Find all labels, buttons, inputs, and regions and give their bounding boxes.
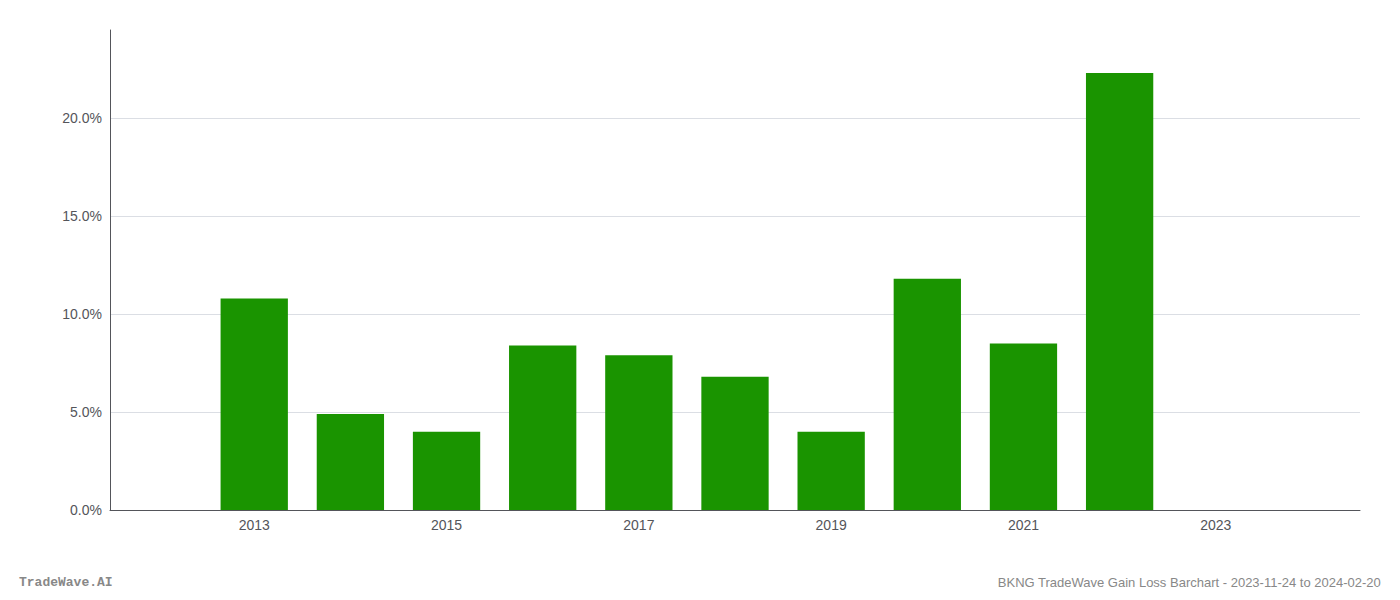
svg-text:2017: 2017 xyxy=(623,517,654,533)
svg-text:2015: 2015 xyxy=(431,517,462,533)
svg-text:2023: 2023 xyxy=(1200,517,1231,533)
svg-text:0.0%: 0.0% xyxy=(70,502,102,518)
svg-text:20.0%: 20.0% xyxy=(62,110,102,126)
svg-text:10.0%: 10.0% xyxy=(62,306,102,322)
svg-text:TradeWave.AI: TradeWave.AI xyxy=(19,575,113,590)
svg-text:15.0%: 15.0% xyxy=(62,208,102,224)
svg-text:BKNG TradeWave Gain Loss Barch: BKNG TradeWave Gain Loss Barchart - 2023… xyxy=(998,575,1381,590)
svg-text:2013: 2013 xyxy=(239,517,270,533)
svg-text:5.0%: 5.0% xyxy=(70,404,102,420)
svg-text:2021: 2021 xyxy=(1008,517,1039,533)
svg-text:2019: 2019 xyxy=(816,517,847,533)
